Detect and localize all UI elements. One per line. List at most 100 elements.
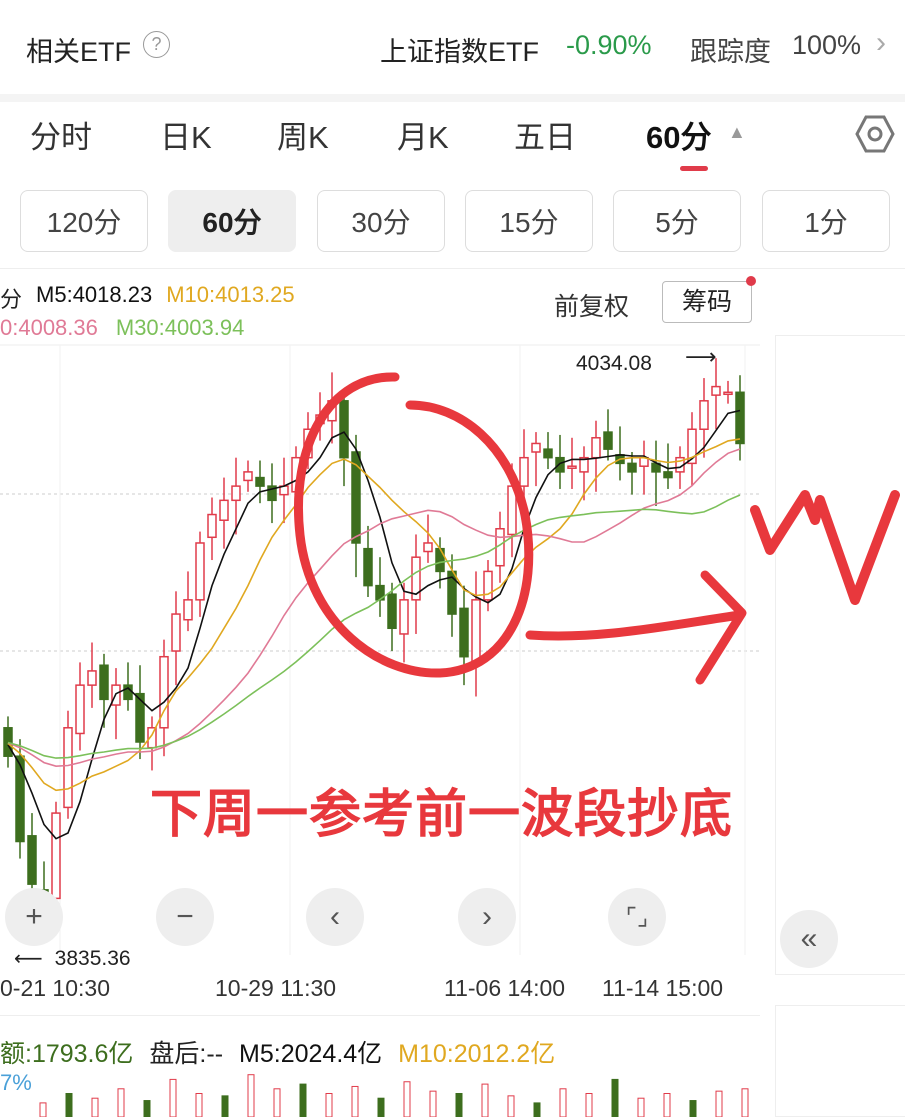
candle xyxy=(615,426,625,481)
candle-body xyxy=(423,542,433,553)
volume-bar xyxy=(91,1097,99,1117)
scroll-right-button[interactable]: › xyxy=(458,888,516,946)
candle xyxy=(579,446,589,501)
candle xyxy=(639,440,649,495)
candle xyxy=(651,440,661,507)
volume-bar xyxy=(377,1097,385,1117)
candle-body xyxy=(483,570,493,601)
etf-header[interactable]: 相关ETF ? 上证指数ETF -0.90% 跟踪度 100% › xyxy=(0,0,905,94)
candle xyxy=(375,557,385,617)
candle xyxy=(255,460,265,504)
candle xyxy=(567,437,577,489)
candle-body xyxy=(195,542,205,601)
tab-daily[interactable]: 日K xyxy=(160,120,212,155)
candle xyxy=(399,582,409,663)
low-price-marker: ⟵ 3835.36 xyxy=(14,947,131,971)
volume-bar xyxy=(169,1078,177,1117)
period-15min[interactable]: 15分 xyxy=(465,190,593,252)
arrow-left-icon: ⟵ xyxy=(14,948,43,970)
candle-body xyxy=(567,465,577,469)
candle-body xyxy=(663,471,673,479)
candlestick-chart[interactable] xyxy=(0,335,760,975)
volume-bar xyxy=(429,1090,437,1117)
volume-bar xyxy=(715,1090,723,1117)
candle-body xyxy=(15,755,25,843)
ma-row-1: 分 M5:4018.23 M10:4013.25 xyxy=(0,282,295,314)
volume-bar xyxy=(533,1102,541,1117)
volume-ma10: M10:2012.2亿 xyxy=(398,1040,556,1068)
volume-bar xyxy=(455,1093,463,1117)
volume-bar xyxy=(741,1088,749,1117)
candle xyxy=(279,457,289,524)
candle-body xyxy=(27,835,37,885)
volume-bar xyxy=(247,1074,255,1117)
volume-bar xyxy=(611,1078,619,1117)
candle xyxy=(471,571,481,697)
adjust-toggle[interactable]: 前复权 xyxy=(554,293,630,321)
candle xyxy=(195,531,205,617)
candle xyxy=(87,642,97,708)
info-icon[interactable]: ? xyxy=(143,31,170,58)
volume-header: 额:1793.6亿 盘后:-- M5:2024.4亿 M10:2012.2亿 xyxy=(0,1034,555,1070)
ma5-value: M5:4018.23 xyxy=(36,282,153,307)
tab-five-day[interactable]: 五日 xyxy=(514,120,576,155)
volume-bar xyxy=(299,1083,307,1117)
volume-chart xyxy=(39,1074,749,1117)
ma-row-2: 0:4008.36 M30:4003.94 xyxy=(0,315,244,341)
candle-body xyxy=(135,692,145,743)
chevron-right-icon[interactable]: › xyxy=(876,26,886,59)
candle xyxy=(147,716,157,771)
candle-body xyxy=(711,385,721,396)
etf-change: -0.90% xyxy=(566,30,652,60)
chips-button[interactable]: 筹码 xyxy=(662,281,752,323)
candle-body xyxy=(207,513,217,539)
period-1min[interactable]: 1分 xyxy=(762,190,890,252)
candle-body xyxy=(339,400,349,459)
period-120min[interactable]: 120分 xyxy=(20,190,148,252)
collapse-left-icon[interactable]: « xyxy=(780,910,838,968)
candle-body xyxy=(267,485,277,502)
candle-body xyxy=(363,547,373,587)
candle xyxy=(723,380,733,404)
zoom-out-button[interactable]: − xyxy=(156,888,214,946)
candle xyxy=(267,463,277,524)
low-price-label: 3835.36 xyxy=(54,947,131,970)
tab-60min[interactable]: 60分 xyxy=(646,120,712,155)
candle-body xyxy=(699,400,709,430)
candle-body xyxy=(159,655,169,729)
candle xyxy=(627,451,637,495)
scroll-left-button[interactable]: ‹ xyxy=(306,888,364,946)
candle xyxy=(75,662,85,751)
divider xyxy=(0,94,905,102)
candle-body xyxy=(399,599,409,635)
period-30min[interactable]: 30分 xyxy=(317,190,445,252)
volume-bar xyxy=(559,1088,567,1117)
candle-body xyxy=(579,456,589,473)
divider xyxy=(0,1015,760,1016)
candle xyxy=(15,739,25,859)
etf-name[interactable]: 上证指数ETF xyxy=(380,37,539,67)
zoom-in-button[interactable]: + xyxy=(5,888,63,946)
candle xyxy=(231,457,241,535)
tab-monthly[interactable]: 月K xyxy=(397,120,449,155)
candle-body xyxy=(471,599,481,664)
settings-icon[interactable] xyxy=(855,114,895,154)
candle-body xyxy=(255,476,265,487)
candle xyxy=(543,432,553,470)
period-60min[interactable]: 60分 xyxy=(168,190,296,252)
candle xyxy=(171,591,181,686)
candle-body xyxy=(543,448,553,459)
candle xyxy=(135,665,145,760)
candle-body xyxy=(735,391,745,445)
tab-weekly[interactable]: 周K xyxy=(277,120,329,155)
annotation-arrow xyxy=(525,570,747,685)
tab-intraday[interactable]: 分时 xyxy=(30,120,92,155)
annotation-w xyxy=(750,490,900,605)
candle-body xyxy=(51,812,61,900)
candle xyxy=(387,582,397,652)
period-5min[interactable]: 5分 xyxy=(613,190,741,252)
period-prefix: 分 xyxy=(0,287,23,312)
fullscreen-button[interactable]: ⌜⌟ xyxy=(608,888,666,946)
ma20-line xyxy=(7,448,741,768)
candle xyxy=(411,534,421,634)
